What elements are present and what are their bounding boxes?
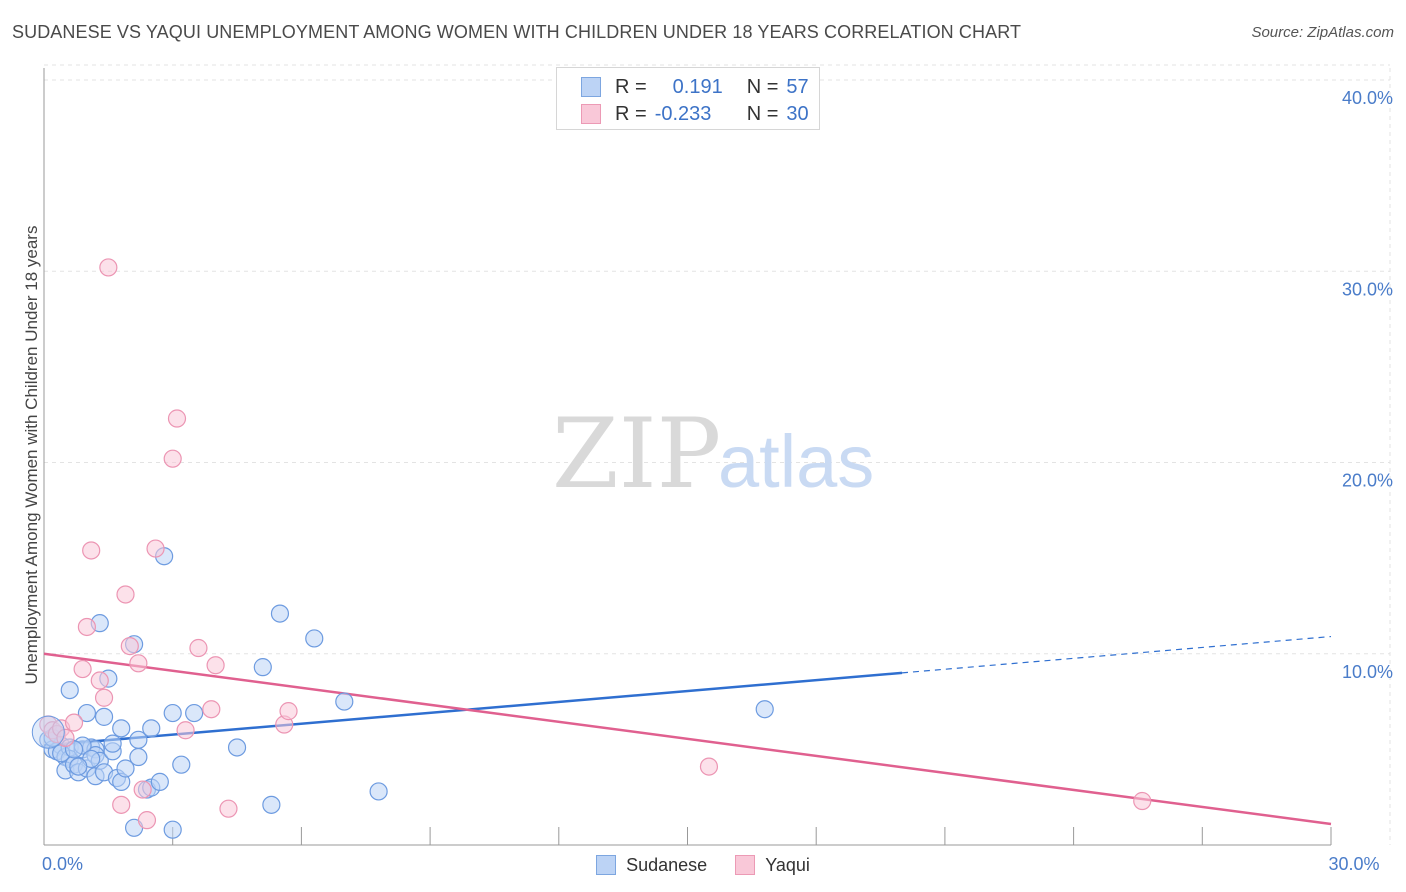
yaqui-point <box>1133 791 1152 811</box>
sudanese-point <box>69 757 88 776</box>
sudanese-point <box>116 759 135 778</box>
yaqui-point <box>99 258 118 277</box>
yaqui-point <box>163 449 182 468</box>
yaqui-point <box>94 688 114 707</box>
watermark-zip: ZIP <box>552 398 721 510</box>
sudanese-point <box>94 707 114 726</box>
x-tick-label: 0.0% <box>42 854 83 874</box>
legend-item-sudanese[interactable]: Sudanese <box>596 855 707 876</box>
series-legend: Sudanese Yaqui <box>0 852 1406 878</box>
y-tick-label: 30.0% <box>1342 279 1393 299</box>
sudanese-trend-extension <box>901 635 1332 674</box>
sudanese-point <box>163 703 182 723</box>
yaqui-point <box>73 659 92 679</box>
sudanese-point <box>60 680 79 700</box>
sudanese-point <box>185 703 204 723</box>
chart-source: Source: ZipAtlas.com <box>1251 24 1394 41</box>
sudanese-point <box>163 820 182 839</box>
n-label: N = <box>746 75 779 98</box>
sudanese-point <box>253 658 272 677</box>
sudanese-point <box>755 700 774 719</box>
chart-title: SUDANESE VS YAQUI UNEMPLOYMENT AMONG WOM… <box>12 22 1022 42</box>
yaqui-point <box>279 702 298 721</box>
yaqui-swatch <box>581 104 601 124</box>
sudanese-swatch <box>581 77 601 97</box>
r-label: R = <box>615 75 647 98</box>
y-tick-label: 10.0% <box>1342 662 1393 682</box>
yaqui-trend-line <box>43 652 1332 826</box>
yaqui-point <box>699 757 719 776</box>
yaqui-point <box>137 811 157 830</box>
yaqui-point <box>82 541 101 560</box>
yaqui-point <box>202 700 221 719</box>
r-value: -0.233 <box>654 102 712 125</box>
legend-row-sudanese: R = 0.191 N = 57 <box>581 75 809 99</box>
yaqui-point <box>77 617 97 637</box>
sudanese-point <box>77 703 97 723</box>
yaqui-point <box>120 636 139 656</box>
yaqui-point <box>146 539 165 558</box>
yaqui-swatch <box>735 855 756 875</box>
watermark: ZIP atlas <box>552 398 874 510</box>
yaqui-point <box>64 713 84 732</box>
sudanese-point <box>150 772 169 791</box>
sudanese-point <box>335 692 354 711</box>
sudanese-point <box>270 604 290 623</box>
yaqui-point <box>219 799 238 818</box>
r-label: R = <box>615 102 647 125</box>
y-tick-label: 40.0% <box>1342 88 1393 108</box>
yaqui-point <box>112 795 131 814</box>
sudanese-point <box>369 782 388 801</box>
data-points <box>31 258 1152 839</box>
sudanese-point <box>103 734 122 753</box>
yaqui-point <box>133 780 152 799</box>
sudanese-point <box>305 629 324 648</box>
r-value: 0.191 <box>672 75 723 98</box>
grid <box>44 64 1391 845</box>
watermark-atlas: atlas <box>718 420 874 503</box>
yaqui-point <box>90 671 109 690</box>
sudanese-point <box>129 747 148 767</box>
yaqui-point <box>189 638 208 658</box>
sudanese-point <box>262 795 281 814</box>
legend-label-yaqui: Yaqui <box>765 854 810 875</box>
sudanese-point <box>112 719 131 738</box>
legend-label-sudanese: Sudanese <box>626 854 708 875</box>
sudanese-swatch <box>596 855 617 875</box>
sudanese-point <box>172 755 191 774</box>
sudanese-point <box>142 719 161 738</box>
n-value: 57 <box>786 75 809 98</box>
x-tick-label: 30.0% <box>1328 854 1379 874</box>
sudanese-cluster-point <box>31 715 65 749</box>
yaqui-point <box>176 721 195 740</box>
n-label: N = <box>746 102 779 125</box>
sudanese-point <box>227 738 247 757</box>
yaqui-point <box>129 654 148 673</box>
yaqui-point <box>206 656 225 675</box>
n-value: 30 <box>786 102 809 125</box>
tick-labels: 10.0% 20.0% 30.0% 40.0% 0.0% 30.0% <box>42 88 1393 874</box>
yaqui-point <box>167 409 187 428</box>
yaqui-point <box>116 585 135 604</box>
legend-item-yaqui[interactable]: Yaqui <box>735 855 810 876</box>
stats-legend: R = 0.191 N = 57 R = -0.233 N = 30 <box>556 67 820 130</box>
legend-row-yaqui: R = -0.233 N = 30 <box>581 102 809 126</box>
y-axis-label: Unemployment Among Women with Children U… <box>22 226 41 685</box>
y-tick-label: 20.0% <box>1342 471 1393 491</box>
